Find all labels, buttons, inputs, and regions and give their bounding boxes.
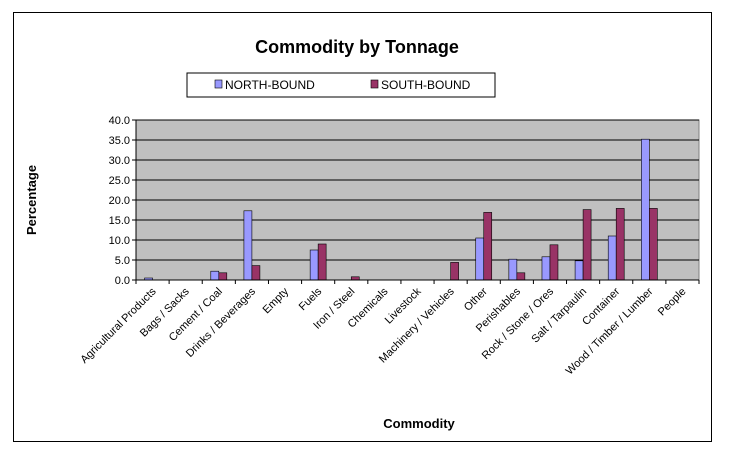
y-tick-label: 0.0: [115, 275, 130, 287]
y-axis-ticks: 0.0 5.0 10.0 15.0 20.0 25.0 30.0 35.0 40.0: [109, 115, 136, 287]
x-tick-label: People: [656, 286, 689, 319]
bar-south: [218, 272, 228, 281]
bar-north: [508, 258, 518, 281]
bar-north: [607, 235, 617, 281]
x-tick-label: Fuels: [297, 285, 325, 313]
y-tick-label: 40.0: [109, 115, 130, 127]
bar-south: [549, 244, 559, 281]
legend: NORTH-BOUND SOUTH-BOUND: [186, 72, 496, 98]
y-tick-label: 20.0: [109, 195, 130, 207]
y-tick-label: 35.0: [109, 135, 130, 147]
legend-swatch-north: [214, 79, 223, 89]
bar-south: [649, 208, 658, 281]
x-tick-label: Empty: [261, 285, 292, 316]
chart-frame: Commodity by Tonnage NORTH-BOUND SOUTH-B…: [13, 12, 712, 442]
y-tick-label: 30.0: [109, 155, 130, 167]
x-tick-label: Other: [462, 285, 490, 313]
bar-north: [243, 210, 253, 281]
y-tick-label: 10.0: [109, 235, 130, 247]
legend-swatch-south: [370, 79, 379, 89]
bar-south: [450, 262, 459, 281]
bar-south: [615, 208, 625, 281]
bar-south: [483, 212, 493, 281]
y-tick-label: 15.0: [109, 215, 130, 227]
y-tick-label: 25.0: [109, 175, 130, 187]
grid-lines: [136, 119, 699, 261]
bar-north: [475, 237, 485, 281]
plot-area: 0.0 5.0 10.0 15.0 20.0 25.0 30.0 35.0 40.0 Agric…: [78, 115, 700, 377]
y-axis-title: Percentage: [24, 165, 39, 235]
x-axis-title: Commodity: [383, 416, 455, 431]
legend-label-south: SOUTH-BOUND: [381, 78, 471, 92]
bars: [144, 138, 658, 281]
bar-south: [317, 243, 327, 281]
bar-north: [309, 249, 319, 281]
bar-north: [574, 260, 584, 281]
bar-north: [541, 256, 551, 281]
bar-south: [251, 265, 261, 281]
bar-south: [582, 209, 592, 281]
bar-south: [516, 272, 526, 281]
legend-label-north: NORTH-BOUND: [225, 78, 315, 92]
chart-title: Commodity by Tonnage: [255, 37, 459, 57]
y-tick-label: 5.0: [115, 255, 130, 267]
bar-north: [210, 270, 220, 281]
legend-box: [186, 72, 496, 98]
chart-svg: Commodity by Tonnage NORTH-BOUND SOUTH-B…: [24, 37, 700, 431]
bar-north: [641, 138, 650, 281]
